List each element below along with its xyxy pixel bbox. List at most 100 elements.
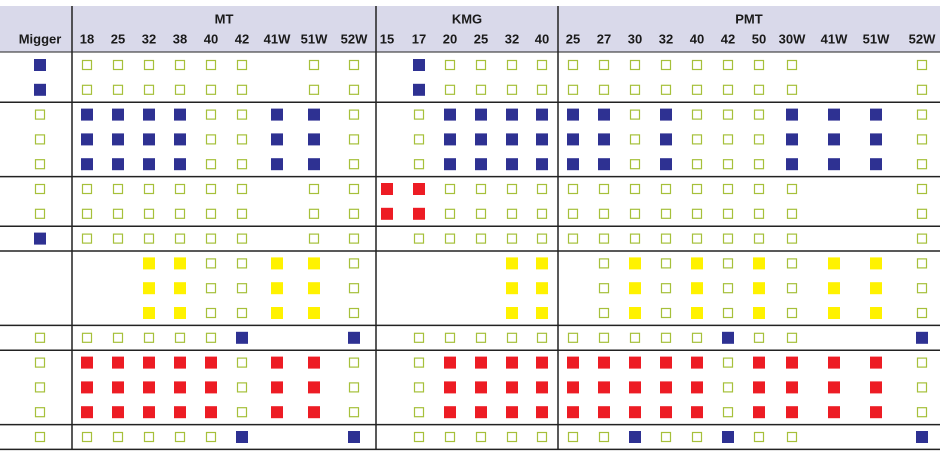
cell-empty-icon: [506, 183, 518, 195]
cell-filled-icon: [81, 133, 93, 146]
cell-empty-icon: [753, 109, 765, 120]
cell-empty-icon: [506, 233, 518, 244]
cell-empty-icon: [629, 208, 641, 219]
cell-empty-icon: [475, 183, 487, 195]
cell-empty-icon: [143, 233, 155, 244]
cell-filled-icon: [205, 356, 217, 369]
cell-empty-icon: [660, 183, 672, 195]
cell-empty-icon: [722, 258, 734, 269]
column-label: 42: [721, 31, 735, 46]
cell-filled-icon: [567, 108, 579, 121]
cell-empty-icon: [722, 183, 734, 195]
cell-empty-icon: [598, 59, 610, 71]
cell-empty-icon: [660, 59, 672, 71]
cell-filled-icon: [413, 83, 425, 96]
cell-filled-icon: [174, 133, 186, 146]
cell-filled-icon: [629, 307, 641, 319]
cell-filled-icon: [916, 431, 928, 443]
cell-empty-icon: [81, 84, 93, 95]
cell-empty-icon: [629, 59, 641, 71]
cell-empty-icon: [722, 59, 734, 71]
cell-filled-icon: [828, 133, 840, 146]
cell-filled-icon: [828, 282, 840, 295]
cell-empty-icon: [308, 233, 320, 244]
cell-empty-icon: [691, 208, 703, 219]
cell-filled-icon: [536, 158, 548, 171]
cell-filled-icon: [308, 133, 320, 146]
column-label: 51W: [863, 31, 890, 46]
cell-filled-icon: [629, 381, 641, 394]
cell-empty-icon: [205, 84, 217, 95]
cell-filled-icon: [598, 356, 610, 369]
cell-empty-icon: [308, 183, 320, 195]
cell-empty-icon: [660, 84, 672, 95]
cell-empty-icon: [660, 307, 672, 319]
cell-empty-icon: [475, 208, 487, 219]
cell-empty-icon: [753, 84, 765, 95]
cell-empty-icon: [236, 84, 248, 95]
cell-empty-icon: [34, 109, 46, 120]
cell-empty-icon: [143, 59, 155, 71]
cell-filled-icon: [506, 257, 518, 270]
cell-filled-icon: [236, 331, 248, 344]
corner-label: Migger: [19, 31, 62, 46]
cell-filled-icon: [308, 381, 320, 394]
cell-empty-icon: [34, 431, 46, 443]
cell-filled-icon: [506, 282, 518, 295]
cell-filled-icon: [81, 381, 93, 394]
cell-empty-icon: [348, 357, 360, 368]
header-background: [0, 6, 940, 52]
cell-filled-icon: [691, 282, 703, 295]
cell-filled-icon: [828, 257, 840, 270]
cell-filled-icon: [112, 133, 124, 146]
column-label: 20: [443, 31, 457, 46]
cell-filled-icon: [598, 108, 610, 121]
column-label: 50: [752, 31, 766, 46]
column-label: 32: [142, 31, 156, 46]
cell-empty-icon: [629, 233, 641, 244]
column-label: 25: [474, 31, 488, 46]
cell-filled-icon: [475, 133, 487, 146]
cell-empty-icon: [506, 431, 518, 443]
cell-empty-icon: [236, 407, 248, 418]
cell-filled-icon: [870, 158, 882, 171]
cell-empty-icon: [112, 183, 124, 195]
cell-empty-icon: [722, 307, 734, 319]
cell-empty-icon: [536, 59, 548, 71]
cell-empty-icon: [174, 332, 186, 343]
cell-empty-icon: [81, 183, 93, 195]
cell-empty-icon: [308, 84, 320, 95]
cell-empty-icon: [236, 233, 248, 244]
cell-filled-icon: [81, 356, 93, 369]
column-label: 30W: [779, 31, 806, 46]
cell-empty-icon: [413, 134, 425, 145]
cell-empty-icon: [722, 233, 734, 244]
cell-empty-icon: [475, 84, 487, 95]
cell-empty-icon: [567, 84, 579, 95]
group-label: PMT: [735, 11, 763, 26]
column-label: 32: [505, 31, 519, 46]
cell-empty-icon: [205, 332, 217, 343]
cell-empty-icon: [629, 332, 641, 343]
cell-empty-icon: [348, 59, 360, 71]
cell-filled-icon: [348, 431, 360, 443]
cell-empty-icon: [629, 134, 641, 145]
cell-empty-icon: [786, 183, 798, 195]
cell-empty-icon: [786, 283, 798, 294]
cell-filled-icon: [506, 381, 518, 394]
cell-empty-icon: [236, 357, 248, 368]
cell-filled-icon: [174, 108, 186, 121]
cell-filled-icon: [271, 158, 283, 171]
cell-empty-icon: [916, 357, 928, 368]
column-label: 52W: [341, 31, 368, 46]
cell-empty-icon: [916, 208, 928, 219]
cell-filled-icon: [828, 307, 840, 319]
cell-empty-icon: [506, 208, 518, 219]
cell-empty-icon: [567, 332, 579, 343]
cell-empty-icon: [174, 183, 186, 195]
cell-filled-icon: [629, 282, 641, 295]
cell-filled-icon: [506, 133, 518, 146]
cell-empty-icon: [34, 407, 46, 418]
cell-filled-icon: [271, 133, 283, 146]
cell-empty-icon: [786, 431, 798, 443]
